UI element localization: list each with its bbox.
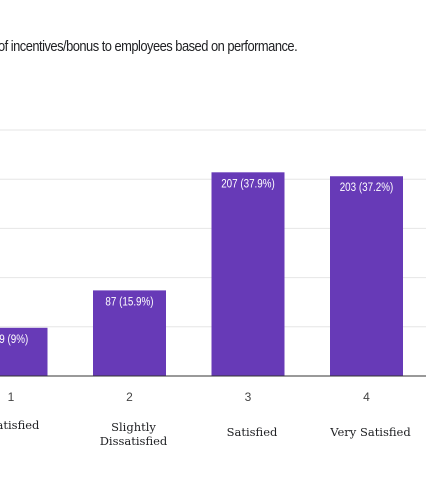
- bar-data-label: 203 (37.2%): [340, 181, 394, 194]
- bar-data-label: 87 (15.9%): [105, 296, 153, 309]
- bar-data-label: 207 (37.9%): [221, 177, 275, 190]
- x-tick-label: 4: [363, 390, 370, 404]
- x-tick-label: 2: [126, 390, 133, 404]
- category-name: Very Satisfied: [329, 425, 411, 439]
- bar-3: [212, 172, 285, 376]
- bar-4: [330, 176, 403, 376]
- category-name: Satisfied: [227, 425, 278, 439]
- x-tick-label: 3: [245, 390, 252, 404]
- x-tick-labels: 1 2 3 4: [8, 390, 371, 404]
- bar-data-label: 49 (9%): [0, 333, 28, 346]
- x-tick-label: 1: [8, 390, 15, 404]
- category-name: satisfied: [0, 418, 40, 432]
- bars: [0, 172, 403, 376]
- category-name: Slightly Dissatisfied: [100, 420, 168, 448]
